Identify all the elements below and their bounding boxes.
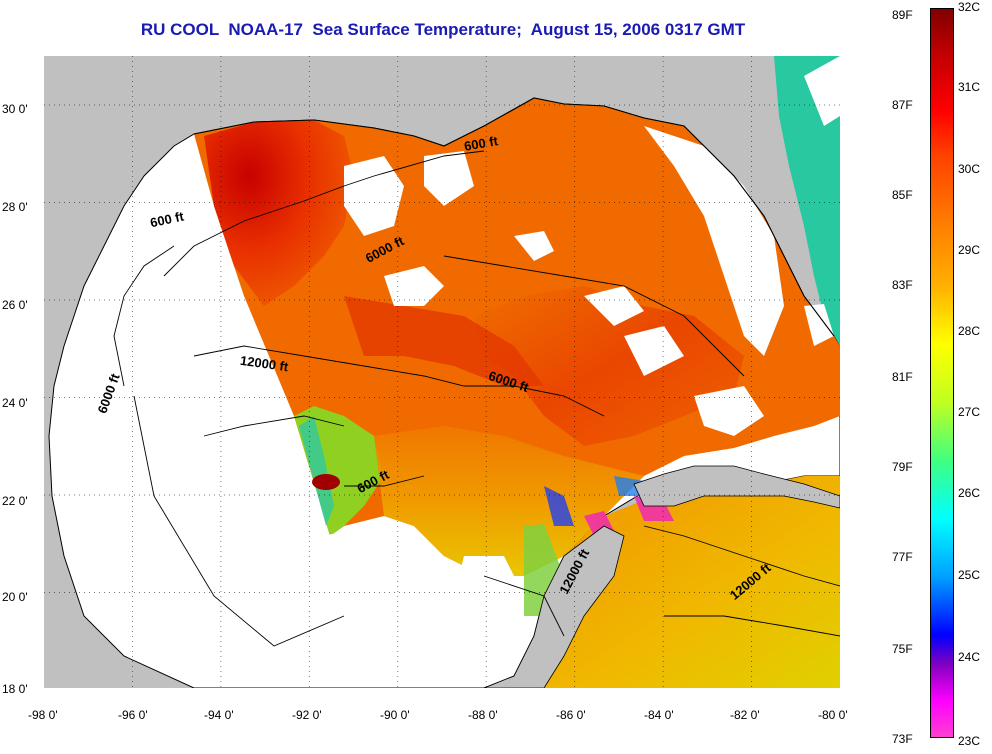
cloud-gap: [384, 266, 444, 306]
map-title: RU COOL NOAA-17 Sea Surface Temperature;…: [140, 20, 746, 39]
sst-hot-northwest: [204, 120, 354, 306]
colorbar-label-c: 29C: [958, 243, 981, 257]
lon-tick-label: -90 0': [380, 708, 410, 722]
lat-tick-label: 18 0': [2, 682, 28, 696]
colorbar-label-c: 23C: [958, 734, 981, 748]
lon-tick-label: -96 0': [118, 708, 148, 722]
colorbar-label-f: 87F: [892, 98, 913, 112]
colorbar-label-f: 73F: [892, 732, 913, 746]
atlantic-water: [774, 56, 840, 346]
temperature-colorbar: [930, 8, 954, 738]
colorbar-label-c: 30C: [958, 162, 981, 176]
lon-tick-label: -82 0': [730, 708, 760, 722]
colorbar-label-c: 28C: [958, 324, 981, 338]
sst-map: 600 ft 600 ft 6000 ft 6000 ft 12000 ft 6…: [44, 56, 840, 688]
lon-tick-label: -84 0': [644, 708, 674, 722]
colorbar-label-f: 83F: [892, 278, 913, 292]
colorbar-label-f: 79F: [892, 460, 913, 474]
lon-tick-label: -88 0': [468, 708, 498, 722]
colorbar-label-f: 77F: [892, 550, 913, 564]
colorbar-label-f: 81F: [892, 370, 913, 384]
yucatan-land: [483, 525, 625, 688]
lat-tick-label: 28 0': [2, 200, 28, 214]
lon-tick-label: -86 0': [556, 708, 586, 722]
lat-tick-label: 20 0': [2, 590, 28, 604]
colorbar-label-f: 75F: [892, 642, 913, 656]
colorbar-label-f: 89F: [892, 8, 913, 22]
lat-tick-label: 22 0': [2, 494, 28, 508]
colorbar-label-c: 26C: [958, 486, 981, 500]
colorbar-label-c: 27C: [958, 405, 981, 419]
colorbar-label-c: 24C: [958, 650, 981, 664]
lon-tick-label: -94 0': [204, 708, 234, 722]
sst-hot-east: [474, 286, 744, 446]
cuba-land: [633, 465, 840, 509]
lon-tick-label: -92 0': [292, 708, 322, 722]
colorbar-label-f: 85F: [892, 188, 913, 202]
colorbar-label-c: 31C: [958, 80, 981, 94]
lon-tick-label: -98 0': [28, 708, 58, 722]
lon-tick-label: -80 0': [818, 708, 848, 722]
colorbar-label-c: 32C: [958, 0, 981, 14]
lat-tick-label: 26 0': [2, 298, 28, 312]
colorbar-label-c: 25C: [958, 568, 981, 582]
lat-tick-label: 24 0': [2, 396, 28, 410]
lat-tick-label: 30 0': [2, 102, 28, 116]
